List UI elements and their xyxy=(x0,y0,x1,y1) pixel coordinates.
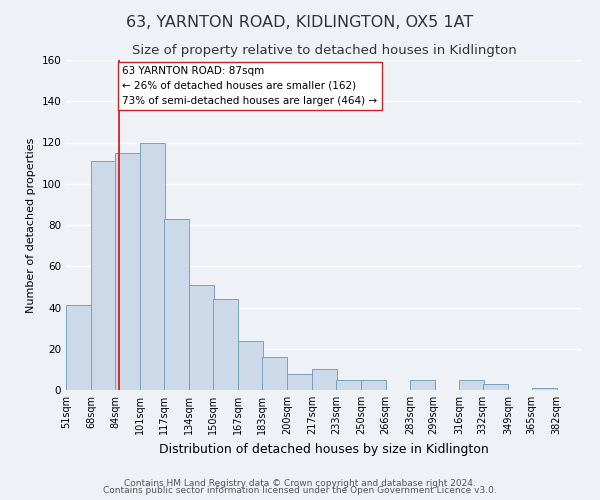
Bar xyxy=(213,299,238,390)
Text: 63 YARNTON ROAD: 87sqm
← 26% of detached houses are smaller (162)
73% of semi-de: 63 YARNTON ROAD: 87sqm ← 26% of detached… xyxy=(122,66,377,106)
Bar xyxy=(164,219,189,390)
Bar xyxy=(262,357,287,390)
Bar xyxy=(482,384,508,390)
Title: Size of property relative to detached houses in Kidlington: Size of property relative to detached ho… xyxy=(131,44,517,58)
Bar xyxy=(410,380,435,390)
Text: Contains public sector information licensed under the Open Government Licence v3: Contains public sector information licen… xyxy=(103,486,497,495)
Bar xyxy=(66,306,91,390)
Bar xyxy=(336,380,361,390)
Bar xyxy=(189,285,214,390)
Bar xyxy=(238,340,263,390)
Y-axis label: Number of detached properties: Number of detached properties xyxy=(26,138,36,312)
Bar xyxy=(532,388,557,390)
Bar xyxy=(459,380,484,390)
Bar xyxy=(140,142,166,390)
Text: 63, YARNTON ROAD, KIDLINGTON, OX5 1AT: 63, YARNTON ROAD, KIDLINGTON, OX5 1AT xyxy=(127,15,473,30)
Bar xyxy=(91,161,116,390)
Text: Contains HM Land Registry data © Crown copyright and database right 2024.: Contains HM Land Registry data © Crown c… xyxy=(124,478,476,488)
Bar xyxy=(312,370,337,390)
Bar xyxy=(287,374,312,390)
Bar xyxy=(115,153,140,390)
Bar xyxy=(361,380,386,390)
X-axis label: Distribution of detached houses by size in Kidlington: Distribution of detached houses by size … xyxy=(159,442,489,456)
